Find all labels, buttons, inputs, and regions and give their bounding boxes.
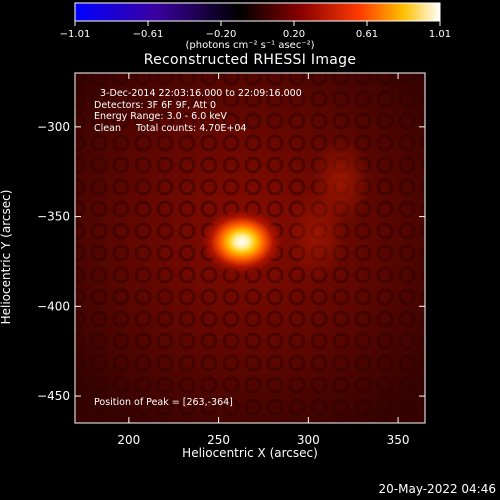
- colorbar-tick-label: −0.61: [133, 29, 164, 40]
- emission-sources: [201, 135, 371, 280]
- energy-range-text: Energy Range: 3.0 - 6.0 keV: [94, 111, 227, 122]
- colorbar-tick-label: 0.20: [283, 29, 305, 40]
- chart-title: Reconstructed RHESSI Image: [143, 52, 357, 68]
- x-axis-ticks: 200 250 300 350: [117, 73, 410, 447]
- colorbar-ticks: −1.01 −0.61 −0.20 0.20 0.61 1.01: [60, 21, 451, 40]
- colorbar: [74, 2, 441, 22]
- x-tick-label: 250: [207, 433, 230, 447]
- x-axis-label: Heliocentric X (arcsec): [182, 446, 318, 460]
- y-axis-ticks: −300 −350 −400 −450: [37, 120, 425, 403]
- colorbar-units: (photons cm⁻² s⁻¹ asec⁻²): [185, 40, 315, 51]
- x-tick-label: 200: [117, 433, 140, 447]
- x-tick-label: 350: [387, 433, 410, 447]
- timestamp: 20-May-2022 04:46: [378, 482, 496, 496]
- image-region: [75, 73, 425, 423]
- y-tick-label: −450: [37, 389, 70, 403]
- y-tick-label: −300: [37, 120, 70, 134]
- method-counts-text: Clean Total counts: 4.70E+04: [94, 122, 247, 134]
- colorbar-tick-label: −1.01: [60, 29, 91, 40]
- plot-frame: [74, 72, 426, 424]
- faint-source: [287, 189, 348, 280]
- peak-source: [201, 209, 282, 274]
- colorbar-tick-label: 0.61: [356, 29, 378, 40]
- x-tick-label: 300: [297, 433, 320, 447]
- y-tick-label: −400: [37, 299, 70, 313]
- y-axis-label: Heliocentric Y (arcsec): [0, 189, 13, 325]
- time-range-text: 3-Dec-2014 22:03:16.000 to 22:09:16.000: [94, 88, 302, 99]
- colorbar-tick-label: 1.01: [429, 29, 451, 40]
- peak-position-text: Position of Peak = [263,-364]: [94, 397, 233, 408]
- colorbar-tick-label: −0.20: [206, 29, 237, 40]
- y-tick-label: −350: [37, 210, 70, 224]
- detectors-text: Detectors: 3F 6F 9F, Att 0: [94, 99, 217, 111]
- observation-info: 3-Dec-2014 22:03:16.000 to 22:09:16.000 …: [94, 88, 302, 134]
